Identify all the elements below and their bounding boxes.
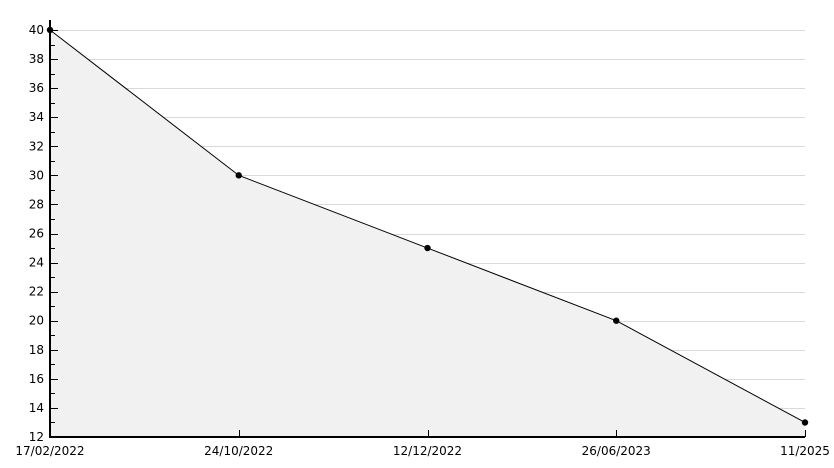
data-point (613, 317, 620, 324)
y-tick-label: 26 (29, 227, 44, 241)
y-tick-label: 16 (29, 372, 44, 386)
y-tick-label: 38 (29, 52, 44, 66)
y-tick-label: 32 (29, 139, 44, 153)
data-point (235, 172, 242, 179)
x-tick-label: 26/06/2023 (582, 444, 651, 458)
y-tick-label: 36 (29, 81, 44, 95)
data-point (801, 419, 809, 426)
y-tick-label: 12 (29, 430, 44, 444)
y-tick-label: 14 (29, 401, 44, 415)
y-tick-label: 18 (29, 343, 44, 357)
y-tick-label: 24 (29, 256, 44, 270)
x-tick-label: 11/2025 (780, 444, 830, 458)
x-tick-label: 17/02/2022 (15, 444, 84, 458)
y-tick-label: 20 (29, 314, 44, 328)
y-tick-label: 40 (29, 23, 44, 37)
y-tick-label: 22 (29, 285, 44, 299)
y-tick-label: 30 (29, 168, 44, 182)
data-point (424, 244, 431, 252)
y-tick-label: 28 (29, 197, 44, 211)
x-tick-label: 12/12/2022 (393, 444, 462, 458)
y-tick-label: 34 (29, 110, 44, 124)
x-tick-label: 24/10/2022 (204, 444, 273, 458)
area-fill (50, 30, 805, 437)
